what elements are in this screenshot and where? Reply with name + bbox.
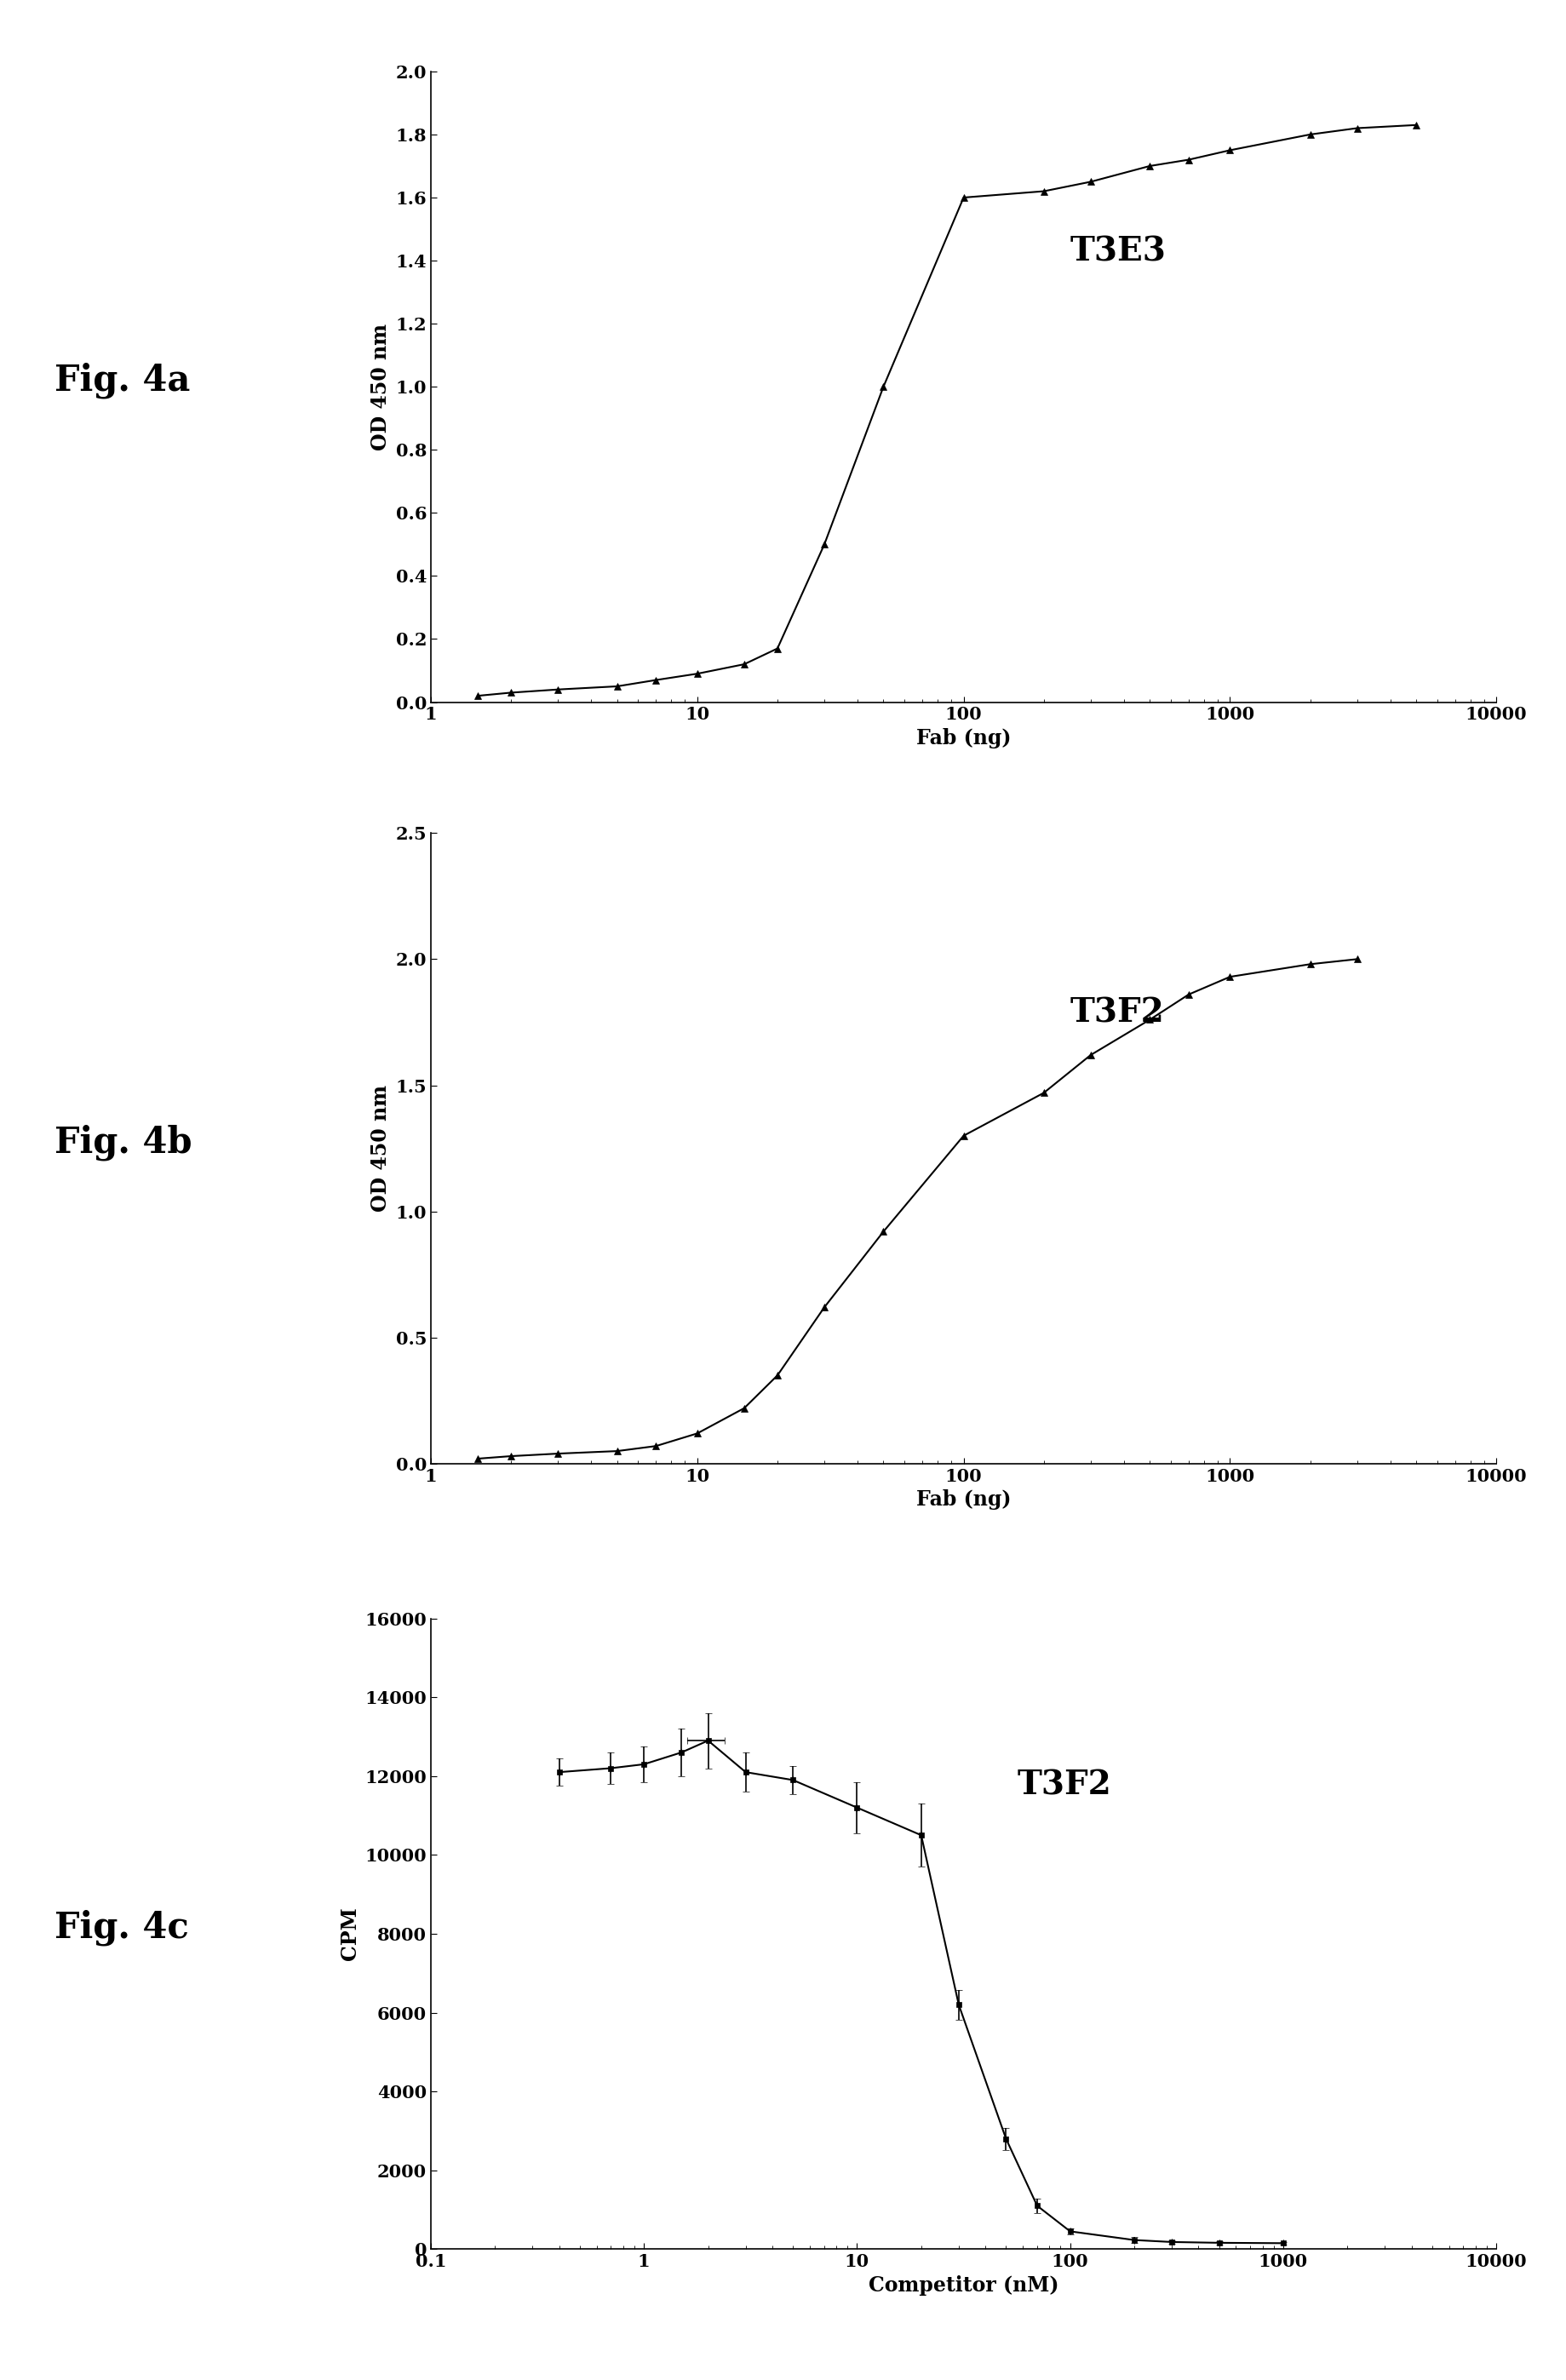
Text: Fig. 4a: Fig. 4a [55, 362, 191, 400]
Text: T3F2: T3F2 [1070, 997, 1164, 1028]
Text: T3E3: T3E3 [1070, 236, 1165, 267]
Y-axis label: OD 450 nm: OD 450 nm [370, 1085, 390, 1211]
Text: Fig. 4c: Fig. 4c [55, 1909, 189, 1947]
Y-axis label: OD 450 nm: OD 450 nm [370, 324, 390, 450]
Text: Fig. 4b: Fig. 4b [55, 1123, 193, 1161]
Text: T3F2: T3F2 [1016, 1768, 1110, 1802]
X-axis label: Fab (ng): Fab (ng) [916, 728, 1010, 747]
Y-axis label: CPM: CPM [340, 1906, 360, 1961]
X-axis label: Competitor (nM): Competitor (nM) [868, 2275, 1059, 2294]
X-axis label: Fab (ng): Fab (ng) [916, 1490, 1010, 1509]
